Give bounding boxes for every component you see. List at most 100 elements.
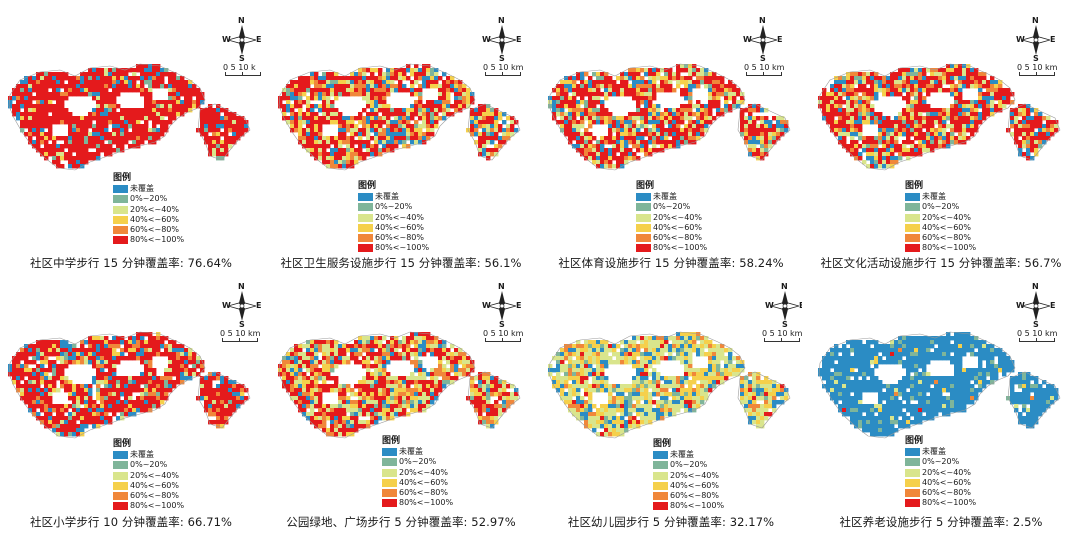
map-cell bbox=[108, 392, 113, 397]
map-cell bbox=[902, 88, 907, 93]
map-cell bbox=[724, 96, 729, 101]
map-cell bbox=[124, 396, 129, 401]
map-cell bbox=[12, 112, 17, 117]
map-cell bbox=[922, 120, 927, 125]
map-cell bbox=[322, 76, 327, 81]
map-cell bbox=[330, 140, 335, 145]
map-cell bbox=[156, 100, 161, 105]
map-cell bbox=[946, 108, 951, 113]
map-cell bbox=[894, 128, 899, 133]
map-cell bbox=[612, 156, 617, 161]
map-cell bbox=[978, 104, 983, 109]
map-cell bbox=[748, 144, 753, 149]
map-cell bbox=[216, 128, 221, 133]
map-cell bbox=[370, 120, 375, 125]
map-cell bbox=[40, 132, 45, 137]
legend-item: 40%<~60% bbox=[113, 215, 184, 225]
map-cell bbox=[72, 420, 77, 425]
map-cell bbox=[616, 92, 621, 97]
map-cell bbox=[60, 148, 65, 153]
legend-swatch bbox=[358, 203, 373, 212]
map-cell bbox=[188, 84, 193, 89]
map-cell bbox=[140, 380, 145, 385]
compass-star-icon bbox=[228, 291, 256, 321]
map-cell bbox=[52, 404, 57, 409]
map-cell bbox=[294, 368, 299, 373]
legend-swatch bbox=[113, 236, 128, 245]
map-cell bbox=[148, 364, 153, 369]
map-cell bbox=[294, 124, 299, 129]
map-cell bbox=[164, 396, 169, 401]
map-cell bbox=[298, 132, 303, 137]
map-cell bbox=[708, 116, 713, 121]
map-cell bbox=[854, 88, 859, 93]
map-cell bbox=[934, 144, 939, 149]
map-cell bbox=[906, 96, 911, 101]
map-cell bbox=[902, 76, 907, 81]
map-cell bbox=[886, 164, 891, 169]
map-cell bbox=[1042, 136, 1047, 141]
map-cell bbox=[994, 88, 999, 93]
map-cell bbox=[616, 140, 621, 145]
map-cell bbox=[846, 100, 851, 105]
map-cell bbox=[92, 68, 97, 73]
map-cell bbox=[92, 424, 97, 429]
map-cell bbox=[28, 96, 33, 101]
map-cell bbox=[164, 336, 169, 341]
map-cell bbox=[506, 404, 511, 409]
map-cell bbox=[748, 116, 753, 121]
map-cell bbox=[592, 116, 597, 121]
map-cell bbox=[188, 104, 193, 109]
map-cell bbox=[152, 368, 157, 373]
map-cell bbox=[890, 160, 895, 165]
map-cell bbox=[314, 144, 319, 149]
map-cell bbox=[608, 140, 613, 145]
map-cell bbox=[438, 348, 443, 353]
map-cell bbox=[748, 128, 753, 133]
map-cell bbox=[302, 384, 307, 389]
map-cell bbox=[36, 404, 41, 409]
map-cell bbox=[398, 84, 403, 89]
map-cell bbox=[140, 64, 145, 69]
map-cell bbox=[378, 356, 383, 361]
map-cell bbox=[148, 112, 153, 117]
map-cell bbox=[644, 84, 649, 89]
map-cell bbox=[482, 392, 487, 397]
map-cell bbox=[228, 412, 233, 417]
map-cell bbox=[338, 404, 343, 409]
map-cell bbox=[298, 368, 303, 373]
map-cell bbox=[120, 128, 125, 133]
map-cell bbox=[506, 384, 511, 389]
map-cell bbox=[318, 140, 323, 145]
map-cell bbox=[620, 88, 625, 93]
map-cell bbox=[390, 380, 395, 385]
map-cell bbox=[430, 124, 435, 129]
map-cell bbox=[92, 80, 97, 85]
map-cell bbox=[338, 84, 343, 89]
map-cell bbox=[616, 164, 621, 169]
map-cell bbox=[354, 132, 359, 137]
map-cell bbox=[418, 104, 423, 109]
map-cell bbox=[120, 140, 125, 145]
map-cell bbox=[612, 88, 617, 93]
map-cell bbox=[474, 116, 479, 121]
map-cell bbox=[112, 348, 117, 353]
map-cell bbox=[108, 356, 113, 361]
map-cell bbox=[846, 92, 851, 97]
map-cell bbox=[478, 132, 483, 137]
map-cell bbox=[52, 384, 57, 389]
map-cell bbox=[220, 156, 225, 161]
map-cell bbox=[378, 376, 383, 381]
map-cell bbox=[414, 352, 419, 357]
map-cell bbox=[768, 140, 773, 145]
map-cell bbox=[116, 144, 121, 149]
legend-swatch bbox=[636, 234, 651, 243]
map-cell bbox=[454, 100, 459, 105]
map-cell bbox=[588, 112, 593, 117]
map-cell bbox=[744, 124, 749, 129]
map-cell bbox=[80, 88, 85, 93]
map-cell bbox=[56, 412, 61, 417]
map-cell bbox=[450, 76, 455, 81]
map-cell bbox=[322, 160, 327, 165]
map-cell bbox=[362, 116, 367, 121]
